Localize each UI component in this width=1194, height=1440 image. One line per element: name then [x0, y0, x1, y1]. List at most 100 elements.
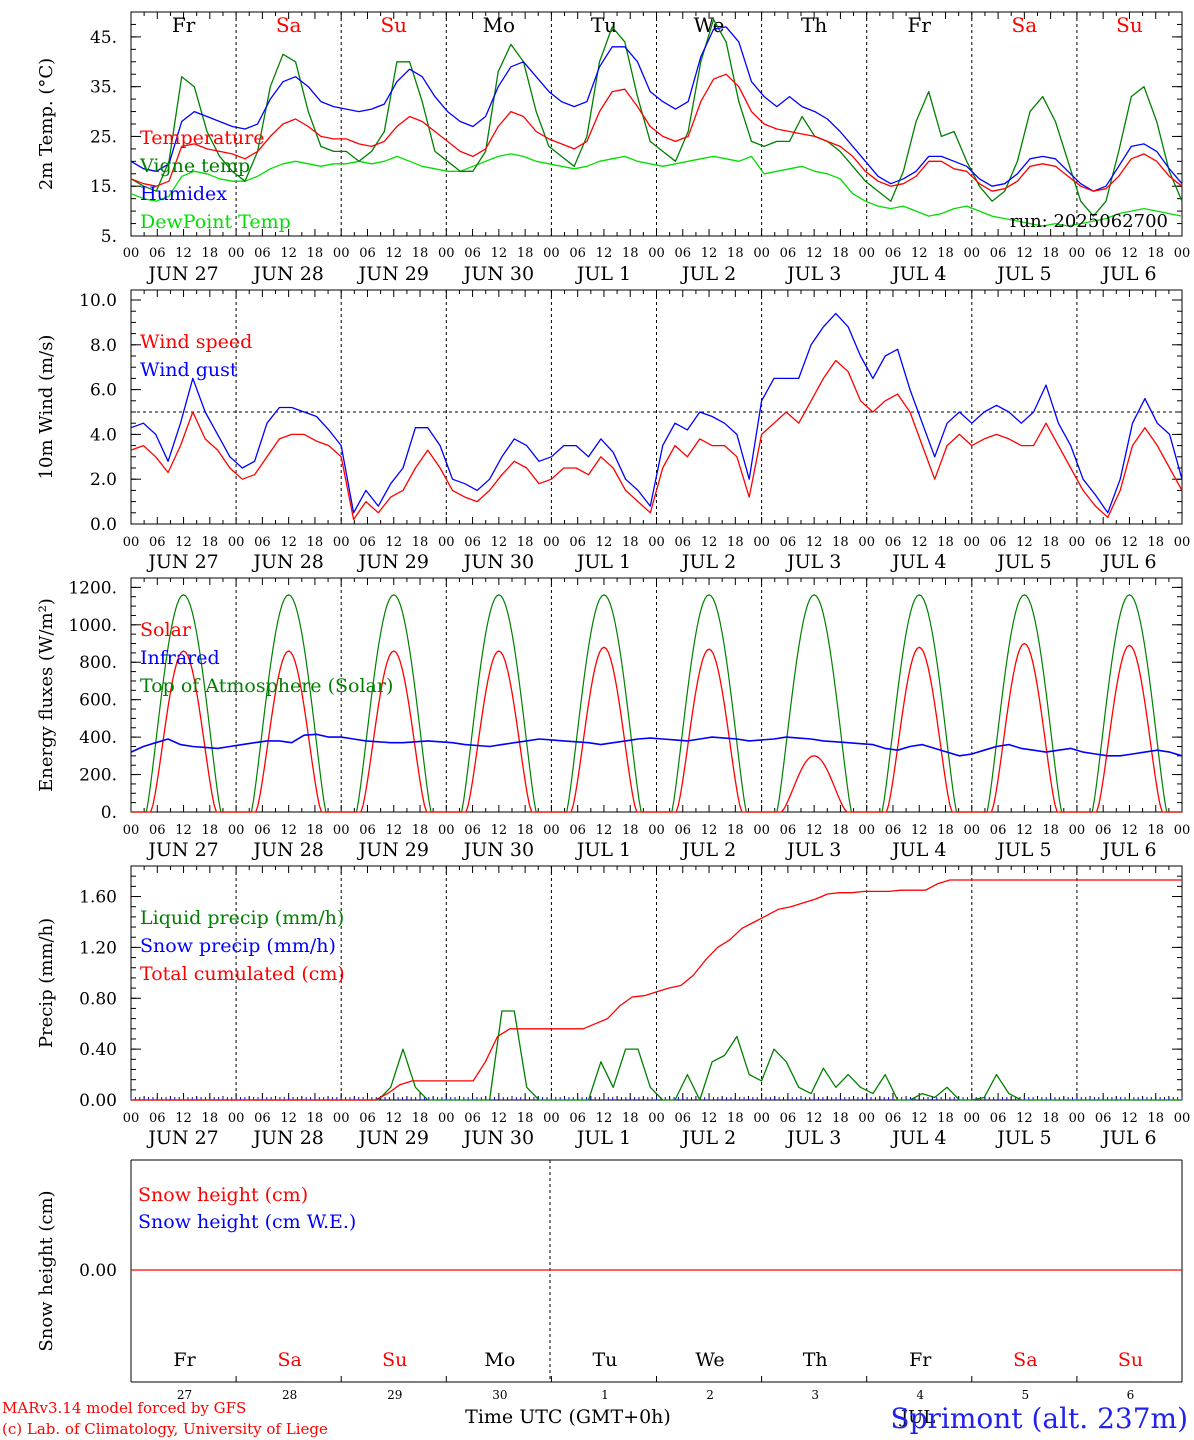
hour-tick-label: 12: [491, 1111, 508, 1126]
hour-tick-label: 18: [1147, 246, 1164, 261]
hour-tick-label: 06: [359, 535, 376, 550]
hour-tick-label: 00: [648, 535, 665, 550]
hour-tick-label: 12: [806, 535, 823, 550]
date-label: JUN 29: [357, 839, 429, 861]
date-label: JUL 5: [995, 263, 1051, 285]
run-annotation: run: 2025062700: [1010, 211, 1168, 232]
hour-tick-label: 06: [780, 1111, 797, 1126]
y-tick-label: 25.: [90, 127, 117, 147]
legend-entry: Temperature: [140, 127, 264, 149]
hour-tick-label: 12: [806, 246, 823, 261]
hour-tick-label: 18: [622, 535, 639, 550]
hour-tick-label: 12: [596, 823, 613, 838]
date-label: JUN 30: [462, 263, 534, 285]
date-label: JUL 5: [995, 839, 1051, 861]
hour-tick-label: 18: [202, 823, 219, 838]
hour-tick-label: 06: [254, 823, 271, 838]
y-tick-label: 45.: [90, 28, 117, 48]
series-line: [130, 359, 1183, 521]
legend-entry: Snow height (cm): [138, 1184, 308, 1206]
day-name-label: Sa: [276, 13, 302, 37]
hour-tick-label: 18: [727, 1111, 744, 1126]
day-number-label: 5: [1022, 1388, 1030, 1402]
legend-entry: DewPoint Temp: [140, 211, 291, 233]
hour-tick-label: 06: [359, 246, 376, 261]
hour-tick-label: 00: [648, 823, 665, 838]
hour-tick-label: 12: [806, 823, 823, 838]
hour-tick-label: 12: [280, 1111, 297, 1126]
hour-tick-label: 00: [858, 246, 875, 261]
hour-tick-label: 00: [333, 1111, 350, 1126]
day-number-label: 28: [282, 1388, 297, 1402]
hour-tick-label: 00: [123, 823, 140, 838]
day-number-label: 1: [601, 1388, 609, 1402]
y-tick-label: 8.0: [90, 336, 117, 356]
y-tick-label: 10.0: [79, 291, 117, 311]
hour-tick-label: 00: [543, 535, 560, 550]
month-label: JUL: [899, 1407, 935, 1428]
hour-tick-label: 18: [937, 1111, 954, 1126]
hour-tick-label: 06: [990, 823, 1007, 838]
series-line: [130, 153, 1183, 227]
y-tick-label: 0.40: [79, 1040, 117, 1060]
y-axis-label: Snow height (cm): [36, 1190, 57, 1351]
hour-tick-label: 18: [517, 246, 534, 261]
hour-tick-label: 06: [254, 535, 271, 550]
hour-tick-label: 12: [175, 823, 192, 838]
hour-tick-label: 00: [753, 1111, 770, 1126]
hour-tick-label: 18: [832, 246, 849, 261]
date-label: JUN 30: [462, 1127, 534, 1149]
date-label: JUL 3: [785, 839, 841, 861]
hour-tick-label: 06: [885, 823, 902, 838]
day-name-label: Fr: [908, 13, 932, 37]
hour-tick-label: 18: [727, 823, 744, 838]
hour-tick-label: 06: [254, 1111, 271, 1126]
y-tick-label: 2.0: [90, 470, 117, 490]
hour-tick-label: 12: [1121, 1111, 1138, 1126]
legend-entry: Humidex: [140, 183, 227, 205]
hour-tick-label: 06: [675, 1111, 692, 1126]
hour-tick-label: 00: [1174, 246, 1191, 261]
day-name-label: Mo: [484, 1349, 515, 1371]
date-label: JUL 3: [785, 1127, 841, 1149]
hour-tick-label: 06: [254, 246, 271, 261]
date-label: JUL 4: [890, 839, 946, 861]
series-line: [130, 73, 1183, 192]
day-number-label: 30: [492, 1388, 507, 1402]
wind-panel: 10m Wind (m/s) 0.0 2.0 4.0 6.0 8.0 10.0 Wind sp…: [36, 289, 1191, 573]
day-name-label: Th: [801, 13, 827, 37]
lab-credit: (c) Lab. of Climatology, University of L…: [2, 1420, 328, 1438]
date-label: JUN 28: [251, 263, 323, 285]
hour-tick-label: 18: [727, 535, 744, 550]
hour-tick-label: 18: [832, 1111, 849, 1126]
hour-tick-label: 06: [1095, 246, 1112, 261]
hour-tick-label: 06: [990, 535, 1007, 550]
day-name-label: Mo: [483, 13, 516, 37]
date-label: JUN 30: [462, 551, 534, 573]
legend-entry: Wind speed: [140, 331, 252, 353]
hour-tick-label: 00: [964, 246, 981, 261]
hour-tick-label: 12: [701, 246, 718, 261]
hour-tick-label: 00: [228, 823, 245, 838]
hour-tick-label: 06: [464, 1111, 481, 1126]
hour-tick-label: 18: [937, 535, 954, 550]
hour-tick-label: 12: [280, 246, 297, 261]
hour-tick-label: 00: [438, 823, 455, 838]
hour-tick-label: 18: [307, 823, 324, 838]
hour-tick-label: 00: [333, 823, 350, 838]
hour-tick-label: 12: [701, 535, 718, 550]
day-number-label: 29: [387, 1388, 402, 1402]
hour-tick-label: 00: [1069, 535, 1086, 550]
hour-tick-label: 00: [858, 535, 875, 550]
hour-tick-label: 18: [1042, 1111, 1059, 1126]
hour-tick-label: 18: [307, 535, 324, 550]
series-line: [130, 312, 1183, 514]
legend-entry: Liquid precip (mm/h): [140, 907, 344, 929]
hour-tick-label: 00: [1174, 535, 1191, 550]
legend-entry: Total cumulated (cm): [140, 963, 345, 985]
date-label: JUN 27: [146, 839, 218, 861]
hour-tick-label: 00: [438, 1111, 455, 1126]
date-label: JUL 4: [890, 551, 946, 573]
hour-tick-label: 12: [1016, 1111, 1033, 1126]
series-line: [130, 733, 1183, 757]
